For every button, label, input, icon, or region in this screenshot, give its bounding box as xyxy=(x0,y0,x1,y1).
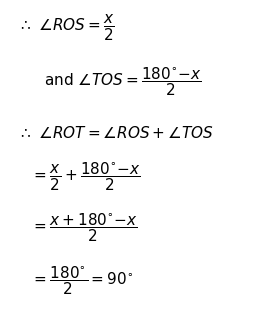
Text: $\therefore\  \angle ROS = \dfrac{x}{2}$: $\therefore\ \angle ROS = \dfrac{x}{2}$ xyxy=(18,13,115,43)
Text: $= \dfrac{x}{2} + \dfrac{180^{\circ}{-}x}{2}$: $= \dfrac{x}{2} + \dfrac{180^{\circ}{-}x… xyxy=(31,160,140,193)
Text: $= \dfrac{180^{\circ}}{2} = 90^{\circ}$: $= \dfrac{180^{\circ}}{2} = 90^{\circ}$ xyxy=(31,264,133,297)
Text: $\mathrm{and}\ \angle TOS = \dfrac{180^{\circ}{-}x}{2}$: $\mathrm{and}\ \angle TOS = \dfrac{180^{… xyxy=(44,65,201,98)
Text: $\therefore\  \angle ROT = \angle ROS + \angle TOS$: $\therefore\ \angle ROT = \angle ROS + \… xyxy=(18,124,214,141)
Text: $= \dfrac{x+180^{\circ}{-}x}{2}$: $= \dfrac{x+180^{\circ}{-}x}{2}$ xyxy=(31,211,138,244)
